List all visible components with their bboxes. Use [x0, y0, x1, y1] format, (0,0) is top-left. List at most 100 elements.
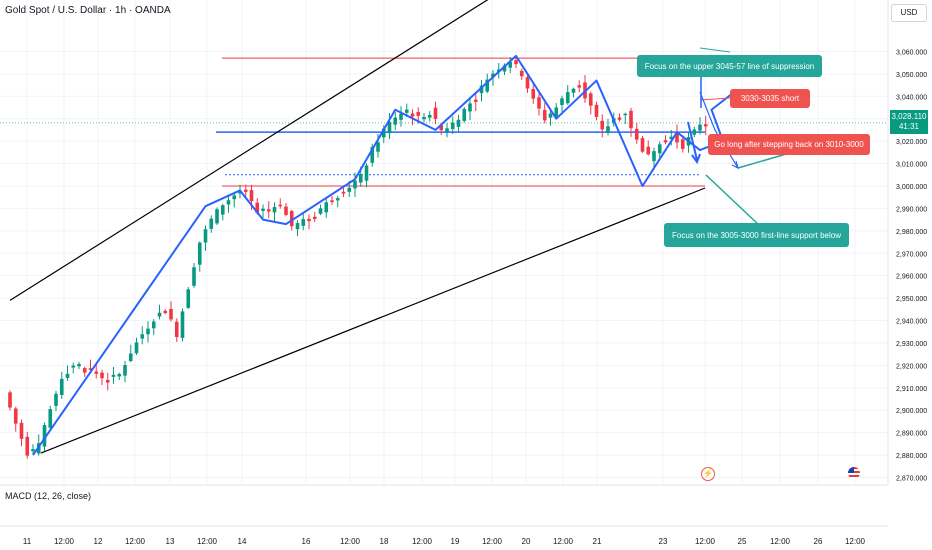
- price-tick-label: 2,940.000: [896, 319, 927, 326]
- candle-body: [634, 128, 639, 140]
- candle-body: [289, 211, 294, 227]
- note-support-pointer: [705, 174, 761, 227]
- channel-upper-line: [9, 0, 489, 301]
- time-tick-label: 14: [238, 537, 247, 546]
- candle-body: [312, 216, 317, 219]
- price-tick-label: 2,930.000: [896, 341, 927, 348]
- candle-body: [404, 109, 409, 113]
- candle-body: [117, 373, 122, 377]
- candle-body: [358, 174, 363, 183]
- candle-body: [295, 223, 300, 230]
- candle-body: [88, 368, 93, 370]
- candle-body: [445, 128, 449, 132]
- trend-channel: [9, 0, 706, 454]
- candle-body: [571, 88, 576, 93]
- time-tick-label: 12:00: [412, 537, 433, 546]
- candle-body: [548, 113, 553, 118]
- currency-button[interactable]: USD: [891, 4, 927, 22]
- candle-body: [675, 132, 679, 143]
- price-tick-label: 3,050.000: [896, 72, 927, 79]
- candle-body: [565, 92, 570, 104]
- candle-body: [623, 113, 628, 116]
- price-axis-bg: [888, 0, 932, 550]
- candle-body: [663, 140, 668, 143]
- time-axis[interactable]: 11 12:00 12 12:00 13 12:00 14 16 12:00 18 12:00 19 1…: [0, 484, 888, 546]
- candle-body: [301, 219, 306, 226]
- price-tick-label: 2,970.000: [896, 251, 927, 258]
- candle-body: [255, 202, 260, 213]
- candle-body: [157, 312, 162, 317]
- time-tick-label: 23: [659, 537, 668, 546]
- candlesticks: [8, 57, 708, 459]
- candle-body: [215, 209, 219, 224]
- candle-body: [485, 79, 490, 92]
- candle-body: [519, 70, 524, 77]
- candle-body: [278, 204, 283, 207]
- candle-body: [192, 267, 196, 286]
- candle-body: [163, 310, 168, 314]
- projection-trendline: [32, 54, 736, 456]
- time-tick-label: 12:00: [340, 537, 361, 546]
- time-tick-label: 18: [380, 537, 389, 546]
- channel-lower-line: [40, 187, 706, 454]
- candle-body: [560, 98, 564, 105]
- candle-body: [82, 368, 87, 373]
- note-upper-pointer: [699, 47, 731, 53]
- candle-body: [594, 104, 599, 117]
- candle-body: [284, 206, 288, 215]
- note-first-line-support: Focus on the 3005-3000 first-line suppor…: [664, 223, 849, 247]
- price-axis[interactable]: 2,870.000 2,880.000 2,890.000 2,900.000 2,91…: [887, 0, 932, 550]
- last-price-value: 3,028.110: [891, 112, 927, 121]
- forecast-arrow-line: [699, 91, 739, 169]
- time-tick-label: 19: [451, 537, 460, 546]
- price-tick-label: 3,010.000: [896, 162, 927, 169]
- candle-body: [140, 334, 145, 339]
- price-tick-label: 2,910.000: [896, 386, 927, 393]
- candle-body: [703, 124, 708, 127]
- candle-body: [324, 202, 329, 213]
- price-tick-label: 3,040.000: [896, 94, 927, 101]
- candle-body: [54, 393, 58, 406]
- candle-body: [25, 436, 30, 456]
- time-tick-label: 21: [593, 537, 602, 546]
- candle-body: [123, 365, 127, 376]
- time-tick-label: 12:00: [125, 537, 146, 546]
- candle-body: [479, 85, 484, 94]
- candle-body: [410, 113, 415, 117]
- candle-body: [456, 119, 461, 127]
- candle-body: [473, 99, 478, 102]
- candle-body: [266, 209, 271, 212]
- candle-body: [462, 108, 467, 121]
- candle-body: [657, 144, 662, 154]
- candle-body: [151, 321, 156, 329]
- price-tick-label: 2,980.000: [896, 229, 927, 236]
- price-tick-label: 2,920.000: [896, 363, 927, 370]
- candle-body: [13, 408, 18, 424]
- candle-body: [19, 422, 24, 439]
- candle-body: [381, 128, 386, 138]
- candle-body: [629, 110, 633, 129]
- candle-body: [600, 120, 605, 130]
- us-flag-icon[interactable]: [848, 467, 860, 479]
- candle-body: [577, 85, 582, 88]
- time-tick-label: 12:00: [845, 537, 866, 546]
- candle-body: [393, 117, 398, 125]
- candle-body: [692, 129, 697, 135]
- flash-icon[interactable]: ⚡: [701, 467, 715, 481]
- candle-body: [307, 218, 311, 222]
- candle-body: [94, 371, 99, 374]
- drop-arrow-line: [687, 121, 698, 161]
- time-tick-label: 16: [302, 537, 311, 546]
- candle-body: [491, 73, 495, 78]
- candle-body: [238, 191, 242, 194]
- price-tick-label: 3,020.000: [896, 139, 927, 146]
- candle-body: [502, 65, 507, 72]
- time-tick-label: 12:00: [695, 537, 716, 546]
- candle-body: [376, 142, 380, 152]
- time-tick-label: 12:00: [770, 537, 791, 546]
- candle-body: [318, 208, 323, 214]
- candle-body: [128, 353, 133, 362]
- time-tick-label: 20: [522, 537, 531, 546]
- macd-label: MACD (12, 26, close): [5, 491, 92, 501]
